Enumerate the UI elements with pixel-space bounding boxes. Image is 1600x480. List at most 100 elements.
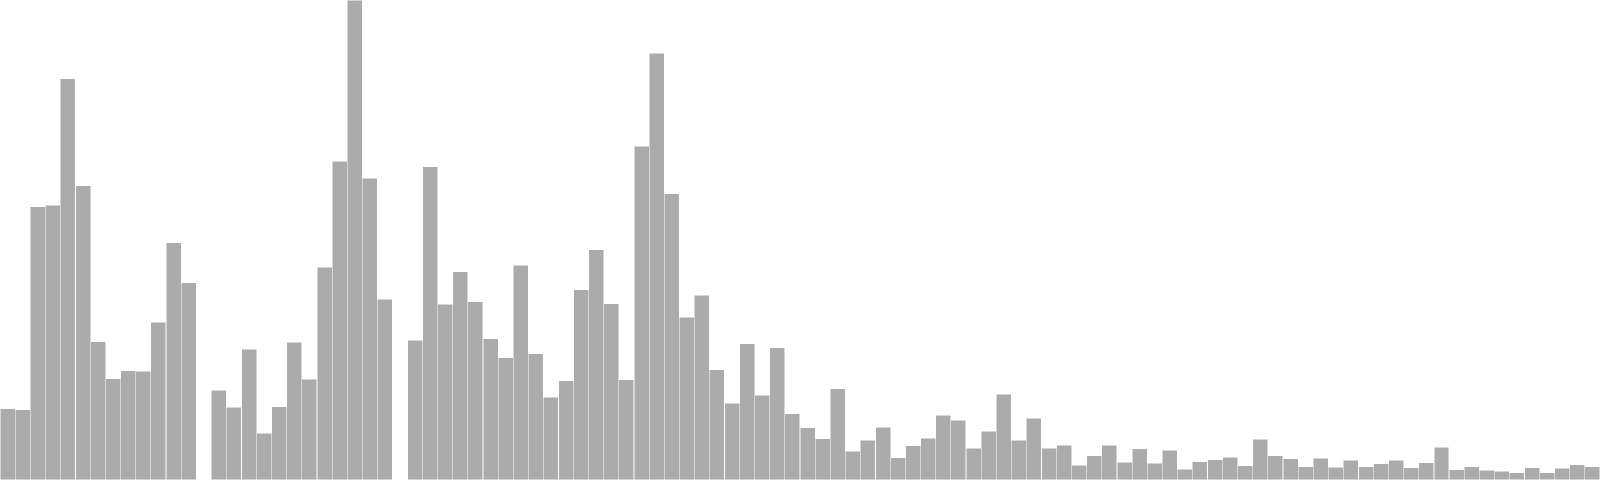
histogram-bar <box>1312 458 1329 480</box>
histogram-bar <box>1418 462 1435 480</box>
histogram-bar <box>558 380 574 480</box>
histogram-bar <box>890 457 906 480</box>
histogram-bar <box>135 370 152 480</box>
histogram-bar <box>603 303 620 480</box>
histogram-bar <box>512 265 529 480</box>
histogram-bar <box>1403 467 1420 480</box>
histogram-bar <box>1026 417 1042 480</box>
histogram-bar <box>377 298 393 480</box>
histogram-bar <box>694 294 710 480</box>
histogram-bar <box>256 432 272 480</box>
histogram-bar <box>497 357 514 480</box>
histogram-bar <box>814 438 831 480</box>
histogram-bar <box>75 185 91 480</box>
histogram-bar <box>965 448 982 480</box>
histogram-bar <box>452 271 469 480</box>
histogram-bar <box>663 193 680 480</box>
histogram-bar <box>829 388 846 480</box>
histogram-bar <box>1358 466 1374 480</box>
histogram-bar <box>1584 466 1600 480</box>
histogram-bar <box>950 419 967 480</box>
histogram-bar <box>90 341 106 480</box>
histogram-bar <box>1388 460 1405 480</box>
histogram-bar <box>633 146 650 480</box>
histogram-bar <box>29 206 46 480</box>
histogram-bar <box>1041 448 1057 480</box>
histogram-bar <box>301 378 318 480</box>
histogram-bar <box>1101 444 1118 480</box>
histogram-bar <box>1161 449 1178 480</box>
histogram-bar <box>1478 470 1495 480</box>
histogram-bar <box>331 160 348 480</box>
histogram-bar <box>1569 464 1586 480</box>
histogram-bar <box>14 409 31 480</box>
histogram-bar <box>1116 461 1133 480</box>
histogram-bar <box>407 340 423 480</box>
histogram-bar <box>1448 469 1465 480</box>
histogram-bar <box>920 437 937 480</box>
histogram-bar <box>1297 466 1314 480</box>
histogram-bar <box>935 414 952 480</box>
histogram-bar <box>1328 466 1344 480</box>
histogram-bar <box>724 402 740 480</box>
histogram-bar <box>120 370 137 480</box>
histogram-bar <box>1177 469 1193 480</box>
histogram-bar <box>1494 471 1510 480</box>
histogram-bar <box>527 353 544 480</box>
histogram-bar <box>1011 439 1027 480</box>
histogram-bar <box>1267 455 1284 480</box>
histogram-bar <box>1433 447 1450 480</box>
histogram-bar <box>648 52 665 480</box>
histogram-bar <box>0 408 16 480</box>
histogram-bar <box>678 316 695 480</box>
histogram-bar <box>1207 459 1223 480</box>
histogram-bar <box>754 394 771 480</box>
histogram-bar <box>226 406 242 480</box>
histogram-bar <box>543 397 559 480</box>
histogram-bar <box>1056 444 1072 480</box>
histogram-bar <box>995 393 1012 480</box>
histogram-bar <box>980 430 997 480</box>
histogram-bar <box>1146 462 1163 480</box>
histogram-bar <box>361 177 378 480</box>
histogram-bar <box>211 389 227 480</box>
histogram-bar <box>346 0 363 480</box>
histogram-bar <box>165 242 182 480</box>
histogram-bar <box>860 439 876 480</box>
histogram-bar <box>271 406 288 480</box>
histogram-bar <box>769 347 786 480</box>
histogram-bar <box>1524 467 1540 480</box>
histogram-bar <box>44 205 61 480</box>
histogram-bar <box>482 338 499 480</box>
histogram-bar <box>799 427 816 480</box>
histogram-bar <box>1222 457 1239 480</box>
histogram-bar <box>422 166 439 480</box>
histogram-bar <box>1192 461 1208 480</box>
histogram-bar <box>180 282 197 480</box>
histogram-bar <box>1071 464 1088 480</box>
histogram-bar <box>1086 455 1103 480</box>
histogram-bar <box>241 348 257 480</box>
histogram-bar <box>739 343 756 480</box>
histogram-bar <box>1343 460 1359 480</box>
histogram-bar <box>1539 472 1556 480</box>
histogram-bar <box>105 378 122 480</box>
histogram-bar <box>784 413 801 480</box>
histogram-bar <box>1252 438 1269 480</box>
histogram-bar <box>316 267 333 480</box>
histogram-bar <box>467 301 484 480</box>
histogram-bar <box>60 78 76 480</box>
histogram-bar <box>1131 448 1148 480</box>
histogram-bar <box>150 321 167 480</box>
histogram-bar <box>1554 467 1571 480</box>
histogram-bar <box>1282 458 1299 480</box>
histogram-bar <box>844 450 861 480</box>
histogram-bar <box>588 249 605 480</box>
histogram-bar <box>1373 463 1389 480</box>
histogram-bar <box>573 289 589 480</box>
histogram-bar <box>709 369 725 480</box>
histogram-bar <box>905 445 922 480</box>
histogram-bar <box>1237 465 1254 480</box>
